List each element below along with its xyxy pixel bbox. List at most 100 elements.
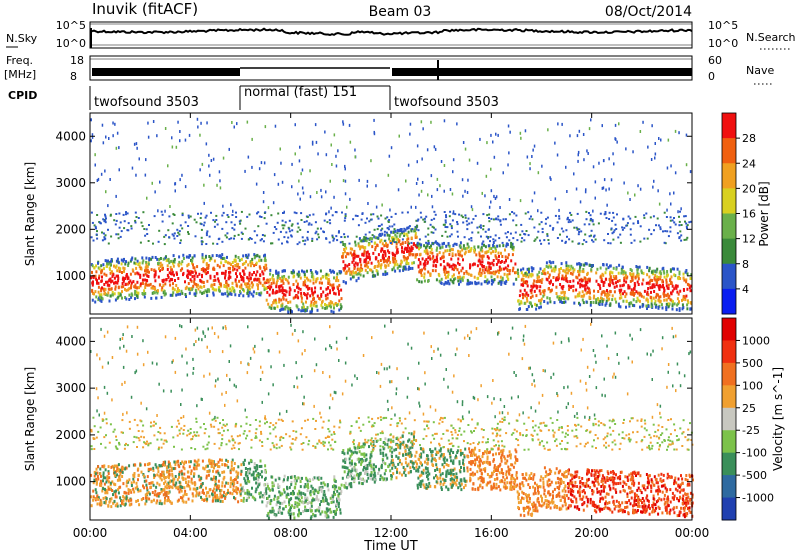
velocity-cell — [211, 478, 214, 482]
power-cell — [307, 223, 310, 226]
power-cell — [533, 191, 536, 195]
power-cell — [678, 220, 681, 223]
power-cell — [429, 223, 432, 226]
power-cell — [226, 255, 228, 259]
power-cell — [673, 191, 675, 195]
power-cell — [209, 173, 211, 177]
power-cell — [567, 221, 570, 224]
cpid-label: CPID — [8, 89, 37, 102]
power-cell — [583, 223, 586, 226]
power-cell — [584, 262, 587, 266]
power-cell — [346, 264, 349, 268]
power-cell — [331, 163, 333, 166]
velocity-cell — [452, 459, 455, 463]
power-cell — [253, 264, 256, 268]
velocity-cell — [160, 488, 163, 491]
power-cell — [191, 259, 194, 263]
power-cell — [112, 273, 115, 277]
velocity-cell — [478, 455, 481, 459]
power-cell — [432, 226, 435, 229]
power-cell — [581, 284, 584, 288]
power-cell — [399, 262, 402, 266]
velocity-cell — [340, 483, 343, 487]
power-cell — [434, 228, 437, 231]
power-cell — [181, 291, 184, 295]
power-cell — [321, 300, 323, 304]
power-cell — [140, 267, 143, 271]
power-cell — [302, 281, 305, 285]
velocity-cell — [525, 495, 528, 499]
power-cell — [322, 230, 325, 233]
power-cell — [192, 266, 195, 270]
power-cell — [213, 259, 216, 263]
power-cell — [280, 289, 283, 293]
power-cell — [99, 295, 102, 299]
power-cell — [344, 215, 347, 218]
power-cell — [240, 278, 243, 282]
power-cell — [331, 286, 334, 289]
power-cell — [438, 251, 441, 255]
power-cell — [538, 223, 541, 226]
power-cell — [103, 220, 106, 223]
power-cell — [669, 192, 671, 196]
power-cell — [554, 265, 557, 269]
power-cell — [387, 228, 390, 231]
power-cell — [650, 299, 653, 303]
power-cell — [648, 269, 651, 273]
power-cell — [416, 278, 419, 282]
power-cell — [686, 282, 689, 286]
power-cell — [383, 230, 386, 233]
power-cell — [541, 277, 544, 281]
power-cell — [576, 134, 579, 138]
power-cell — [634, 283, 637, 287]
power-cell — [512, 266, 515, 270]
power-cell — [590, 229, 593, 232]
power-cell — [201, 253, 204, 257]
power-cell — [377, 262, 380, 265]
power-cell — [245, 283, 248, 287]
power-cell — [370, 268, 373, 272]
power-cell — [219, 283, 222, 287]
power-cell — [523, 301, 526, 305]
power-cell — [257, 287, 259, 291]
velocity-cell — [326, 509, 329, 513]
power-cell — [220, 255, 223, 259]
velocity-cell — [532, 485, 535, 489]
power-cell — [444, 230, 447, 233]
power-cell — [162, 257, 165, 261]
power-cell — [161, 286, 164, 290]
velocity-cell — [121, 499, 123, 503]
velocity-cell — [636, 504, 639, 508]
velocity-cell — [236, 475, 239, 479]
power-cell — [227, 292, 230, 296]
power-cell — [299, 197, 301, 201]
velocity-cell — [569, 492, 572, 496]
power-cell — [117, 237, 120, 240]
power-cell — [297, 290, 300, 294]
power-cell — [146, 264, 149, 268]
power-cell — [281, 286, 284, 290]
power-cell — [589, 219, 592, 222]
velocity-cell — [431, 457, 434, 461]
power-cell — [642, 295, 645, 299]
power-cell — [642, 120, 644, 124]
velocity-cell — [171, 474, 174, 478]
power-cell — [306, 216, 309, 218]
power-cell — [396, 228, 399, 232]
power-cell — [517, 272, 520, 275]
power-cell — [403, 227, 406, 230]
power-cell — [108, 299, 111, 303]
power-cell — [171, 145, 174, 149]
velocity-cell — [494, 486, 497, 490]
power-cell — [222, 211, 225, 214]
power-cell — [399, 242, 402, 246]
power-cell — [406, 226, 409, 230]
power-cell — [481, 260, 484, 264]
power-cell — [172, 291, 175, 295]
power-cell — [96, 279, 98, 283]
power-cell — [141, 261, 144, 265]
power-cell — [457, 261, 459, 265]
power-cell — [340, 305, 343, 309]
power-cell — [674, 223, 677, 226]
power-cell — [637, 272, 640, 276]
